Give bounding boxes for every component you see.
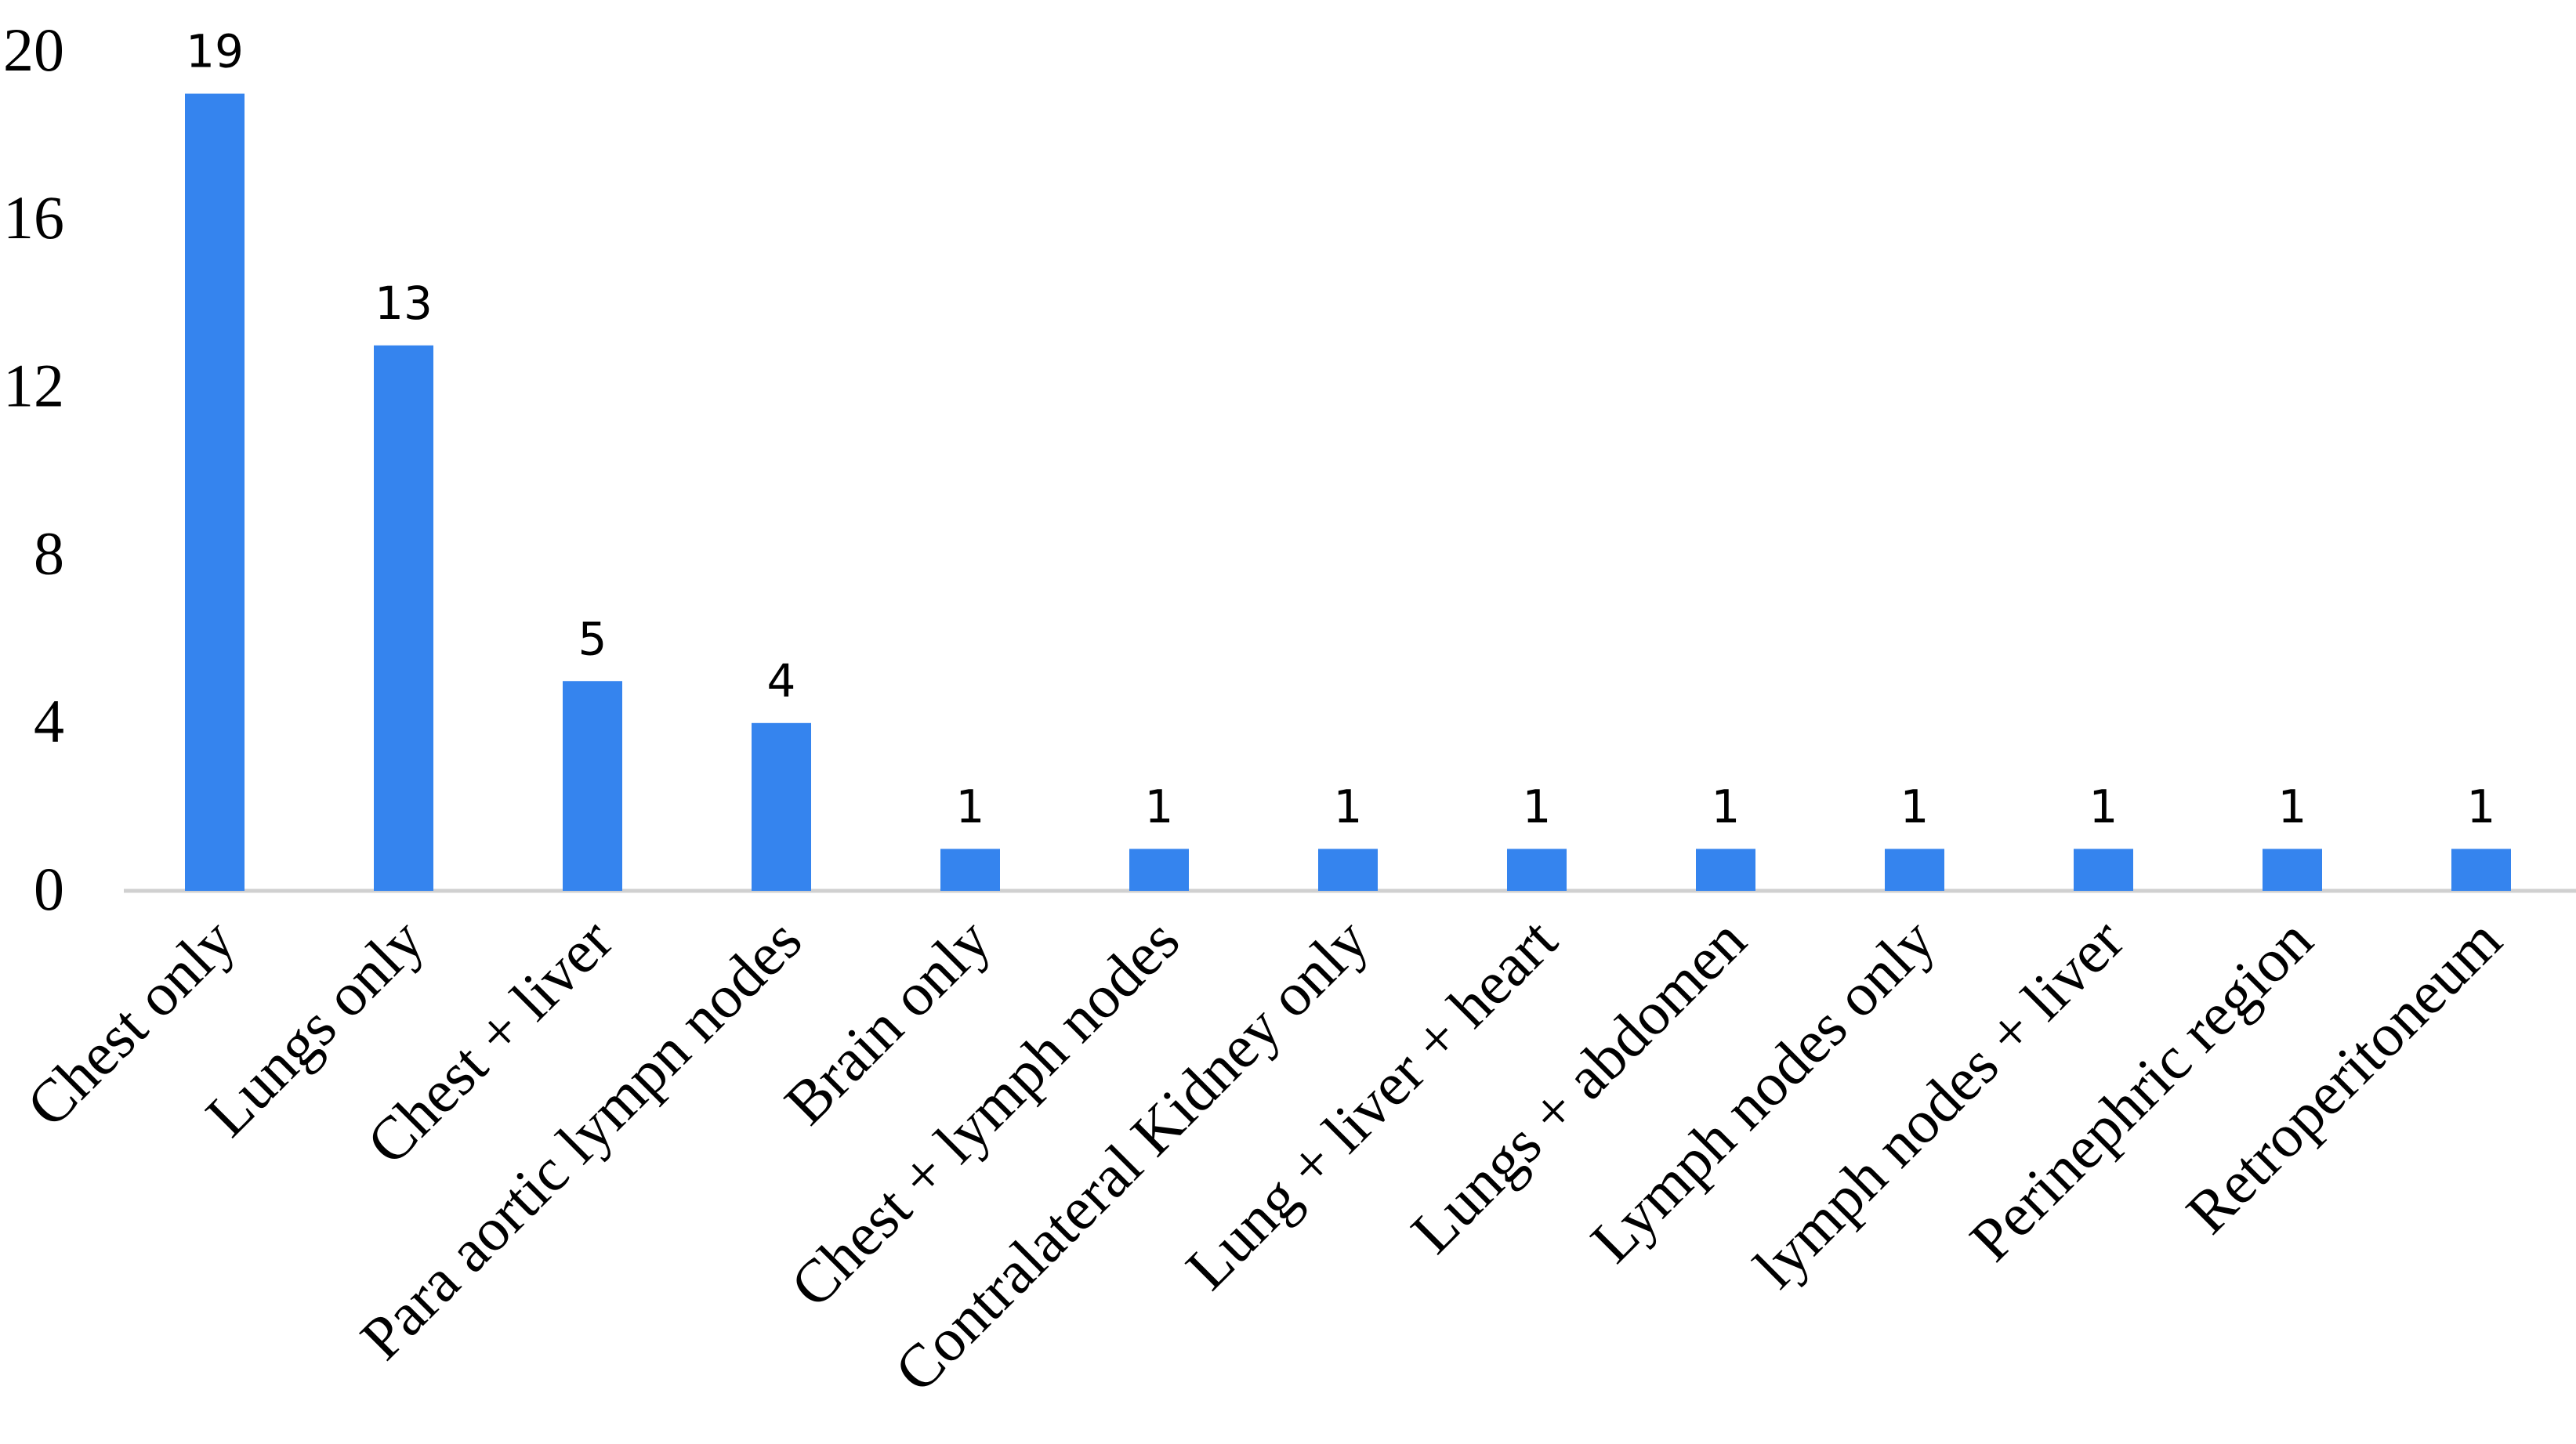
y-tick-label: 20 [3,16,64,84]
data-label: 1 [956,780,985,833]
y-axis-tick-labels: 0 4 8 12 16 20 [3,16,64,923]
data-label: 19 [186,25,244,78]
category-label: lymph nodes + liver [1741,905,2136,1301]
data-label: 4 [767,654,796,708]
data-label: 1 [2278,780,2307,833]
bar [374,345,433,892]
bar [940,849,1000,891]
bar [1696,849,1755,891]
bar [2263,849,2322,891]
bar [2074,849,2133,891]
bar [563,681,622,891]
data-label: 1 [1145,780,1174,833]
data-label: 13 [375,277,433,330]
bar [1129,849,1189,891]
y-tick-label: 0 [34,855,64,923]
y-tick-label: 4 [34,687,64,755]
data-label: 1 [2089,780,2118,833]
bars-group [185,93,2511,892]
category-label: Perinephric region [1957,906,2325,1274]
bar [1885,849,1944,891]
y-tick-label: 16 [3,183,64,252]
bar [2451,849,2511,891]
bar [1318,849,1378,891]
data-label: 1 [1334,780,1363,833]
data-label: 1 [1712,780,1741,833]
data-label: 5 [578,612,607,665]
category-label: Retroperitoneum [2173,906,2514,1247]
data-label: 1 [2467,780,2496,833]
y-tick-label: 12 [3,351,64,419]
category-label: Lung + liver + heart [1172,905,1570,1302]
data-label: 1 [1523,780,1552,833]
bar [1507,849,1567,891]
data-labels-group: 19 13 5 4 1 1 1 1 1 1 1 1 1 [186,25,2495,834]
data-label: 1 [1900,780,1929,833]
bar [752,722,811,891]
bar [185,93,245,892]
category-label: Lungs + abdomen [1398,906,1759,1266]
category-label: Lymph nodes only [1578,906,1947,1276]
y-tick-label: 8 [34,519,64,588]
